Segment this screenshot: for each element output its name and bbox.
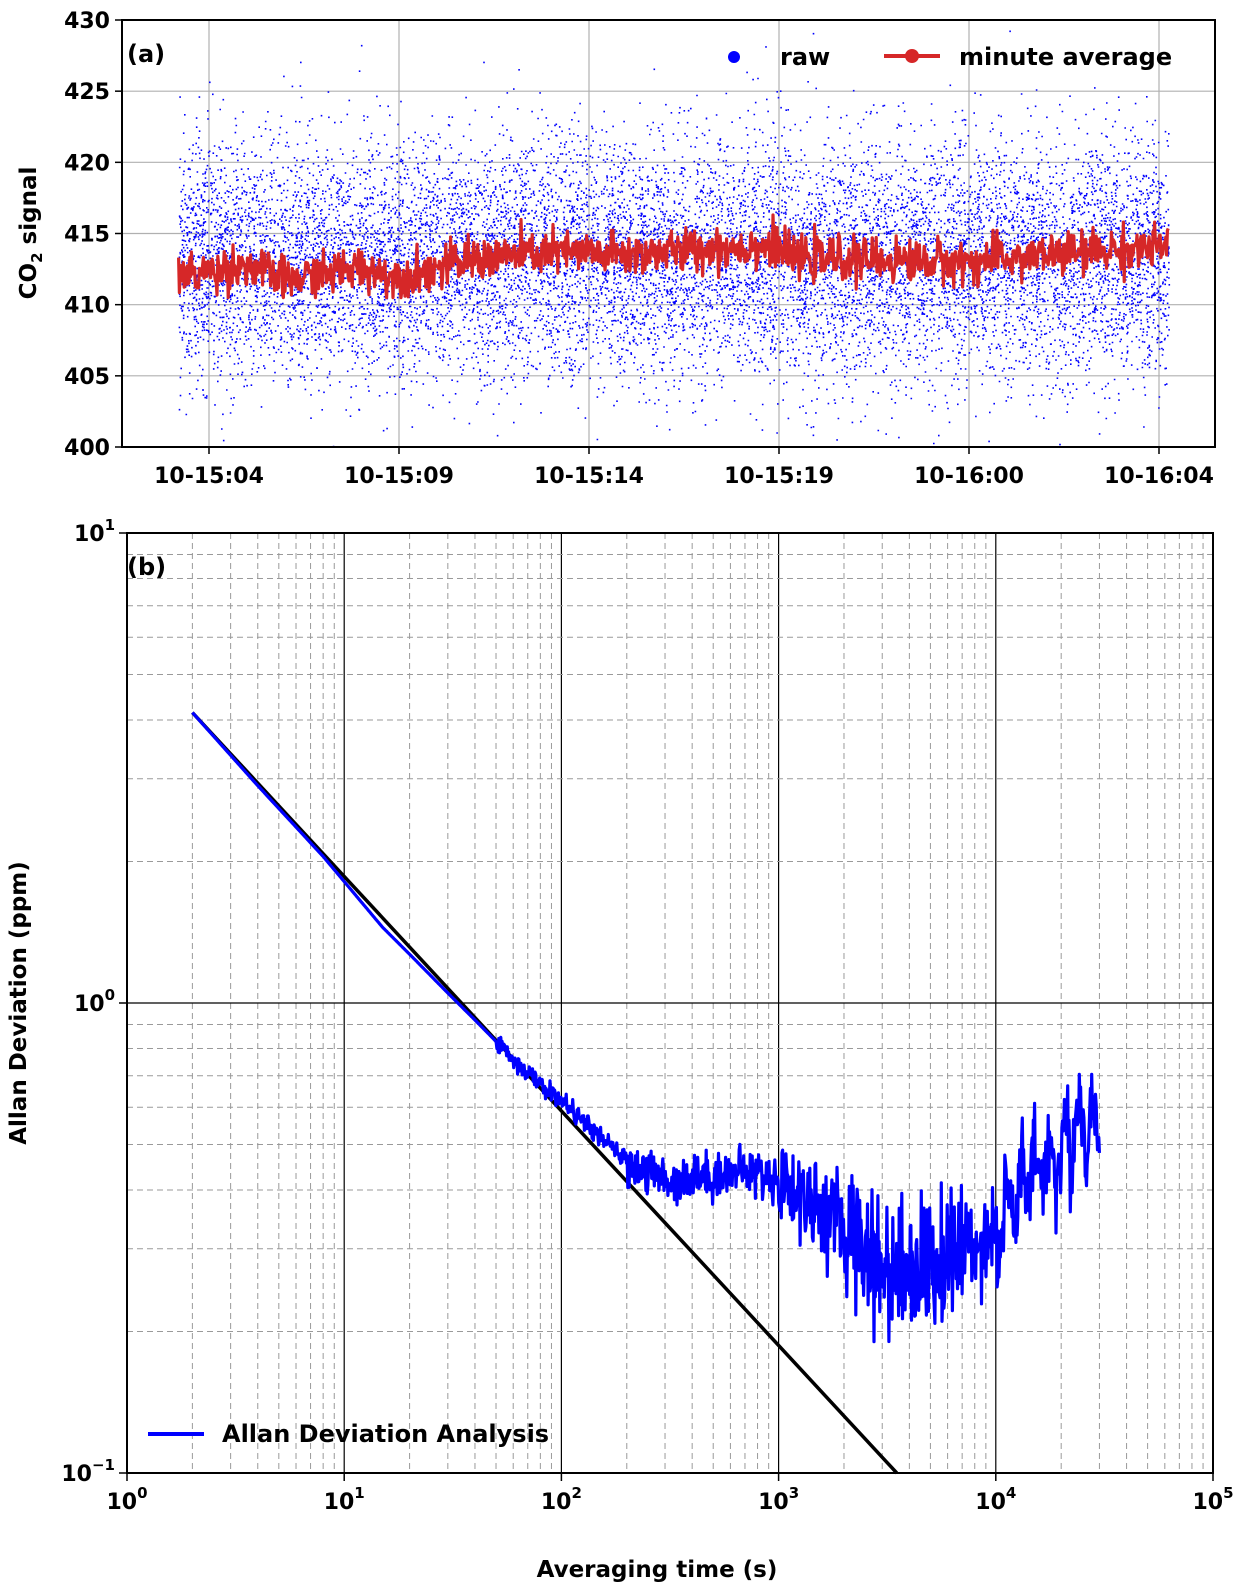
panel-a-x-tick-label: 10-15:09 <box>344 464 454 489</box>
panel-a-y-tick-label: 410 <box>64 294 110 319</box>
panel-a-y-tick-label: 430 <box>64 9 110 34</box>
legend-raw-label: raw <box>780 43 830 71</box>
panel-b-y-tick-label: 101 <box>74 516 115 547</box>
panel-a-x-tick-label: 10-16:04 <box>1104 464 1214 489</box>
legend-raw-marker <box>728 51 740 63</box>
panel-a-y-tick-label: 415 <box>64 223 110 248</box>
raw-points <box>178 30 1171 448</box>
panel-b-x-tick-label: 104 <box>975 1484 1016 1515</box>
minute-average-series <box>177 213 1170 300</box>
panel-a-grid <box>122 19 1215 448</box>
legend-allan-label: Allan Deviation Analysis <box>222 1420 549 1448</box>
panel-a-y-tick-label: 405 <box>64 365 110 390</box>
panel-b-x-tick-label: 100 <box>106 1484 147 1515</box>
legend-minute-average-label: minute average <box>959 43 1172 71</box>
panel-b-xlabel: Averaging time (s) <box>537 1557 778 1583</box>
panel-a-x-tick-label: 10-16:00 <box>914 464 1024 489</box>
panel-a: 10-15:04 10-15:09 10-15:14 10-15:19 10-16:00… <box>16 9 1216 489</box>
panel-a-y-ticks: 400 405 410 415 420 425 430 <box>64 9 122 461</box>
panel-a-y-tick-label: 400 <box>64 436 110 461</box>
panel-b-x-tick-label: 101 <box>324 1484 365 1515</box>
panel-b-ylabel: Allan Deviation (ppm) <box>6 861 32 1145</box>
panel-b-x-tick-label: 102 <box>541 1484 582 1515</box>
legend-minute-average-marker <box>905 49 919 63</box>
minute-average-line <box>177 213 1170 300</box>
panel-a-label: (a) <box>127 40 165 68</box>
panel-b-y-tick-label: 10−1 <box>61 1456 115 1487</box>
panel-b-legend: Allan Deviation Analysis <box>148 1420 549 1448</box>
panel-b-lines <box>191 711 1101 1475</box>
panel-b-y-ticks: 10−1 100 101 <box>61 516 127 1487</box>
panel-b-label: (b) <box>127 553 166 581</box>
panel-b-y-tick-label: 100 <box>74 986 115 1017</box>
panel-a-x-tick-label: 10-15:19 <box>724 464 834 489</box>
panel-a-legend: raw minute average <box>728 43 1172 71</box>
panel-a-y-tick-label: 420 <box>64 151 110 176</box>
panel-a-x-ticks: 10-15:04 10-15:09 10-15:14 10-15:19 10-16:00… <box>154 447 1214 489</box>
allan-deviation-line <box>191 711 1101 1344</box>
panel-b-x-tick-label: 105 <box>1192 1484 1233 1515</box>
raw-series <box>178 30 1171 448</box>
panel-a-y-tick-label: 425 <box>64 80 110 105</box>
panel-b-grid <box>127 533 1213 1473</box>
panel-a-x-tick-label: 10-15:14 <box>534 464 644 489</box>
panel-a-ylabel: CO2 signal <box>16 167 46 300</box>
panel-a-x-tick-label: 10-15:04 <box>154 464 264 489</box>
panel-b-x-ticks: 100 101 102 103 104 105 <box>106 1473 1234 1515</box>
panel-b-x-tick-label: 103 <box>758 1484 799 1515</box>
